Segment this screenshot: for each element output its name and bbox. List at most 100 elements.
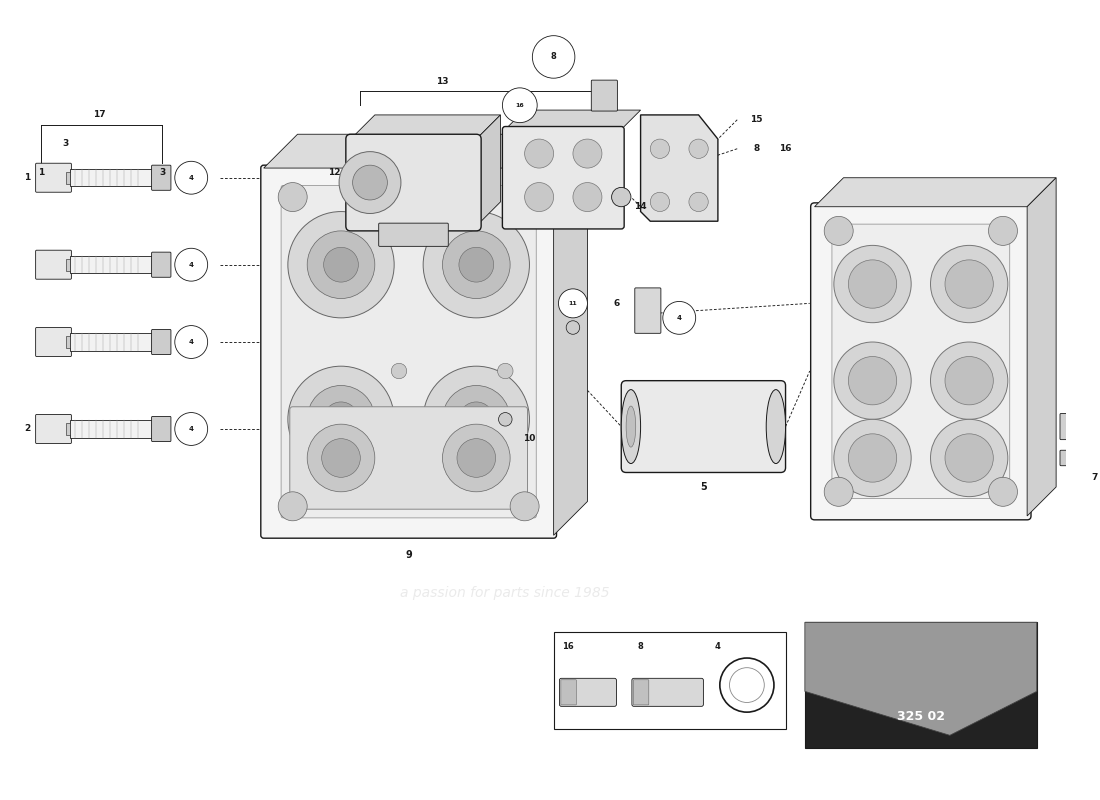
Text: 8: 8 <box>638 642 644 651</box>
Circle shape <box>945 357 993 405</box>
Text: 1: 1 <box>39 169 45 178</box>
Circle shape <box>663 302 695 334</box>
Circle shape <box>945 260 993 308</box>
Circle shape <box>834 342 911 419</box>
Circle shape <box>689 192 708 211</box>
FancyBboxPatch shape <box>289 406 528 510</box>
Text: 13: 13 <box>437 77 449 86</box>
FancyBboxPatch shape <box>35 327 72 357</box>
Bar <box>70 420 153 438</box>
Circle shape <box>525 139 553 168</box>
Circle shape <box>323 402 359 437</box>
Circle shape <box>834 419 911 497</box>
Circle shape <box>824 216 854 246</box>
Circle shape <box>339 152 400 214</box>
Text: 14: 14 <box>635 202 647 211</box>
Circle shape <box>321 438 361 478</box>
Bar <box>805 622 1037 748</box>
Circle shape <box>689 139 708 158</box>
Text: 4: 4 <box>715 642 720 651</box>
Polygon shape <box>640 115 718 222</box>
Circle shape <box>175 326 208 358</box>
Circle shape <box>307 424 375 492</box>
FancyBboxPatch shape <box>811 203 1031 520</box>
Circle shape <box>931 419 1008 497</box>
FancyBboxPatch shape <box>152 252 170 278</box>
Text: 1: 1 <box>24 174 30 182</box>
Circle shape <box>307 231 375 298</box>
Text: 2: 2 <box>24 425 30 434</box>
FancyBboxPatch shape <box>152 165 170 190</box>
Ellipse shape <box>626 406 636 447</box>
Circle shape <box>175 248 208 281</box>
Text: 17: 17 <box>94 110 106 119</box>
Polygon shape <box>553 134 587 535</box>
Text: 16: 16 <box>516 102 525 108</box>
FancyBboxPatch shape <box>261 165 557 538</box>
Bar <box>66 423 70 434</box>
Text: 3: 3 <box>63 139 68 149</box>
Polygon shape <box>814 178 1056 206</box>
FancyBboxPatch shape <box>35 250 72 279</box>
Text: 4: 4 <box>189 174 194 181</box>
FancyBboxPatch shape <box>635 288 661 334</box>
Bar <box>70 169 153 186</box>
Bar <box>66 259 70 270</box>
Circle shape <box>834 246 911 322</box>
FancyBboxPatch shape <box>1060 450 1086 466</box>
Circle shape <box>278 182 307 211</box>
Polygon shape <box>476 115 501 226</box>
Bar <box>66 336 70 348</box>
Text: 8: 8 <box>754 144 760 154</box>
Circle shape <box>573 139 602 168</box>
Circle shape <box>278 492 307 521</box>
Circle shape <box>612 187 631 206</box>
Text: 16: 16 <box>779 144 792 154</box>
Circle shape <box>945 434 993 482</box>
Circle shape <box>510 492 539 521</box>
Circle shape <box>497 363 513 378</box>
Text: 4: 4 <box>189 339 194 345</box>
Text: 11: 11 <box>569 301 578 306</box>
Circle shape <box>442 424 510 492</box>
Circle shape <box>442 386 510 453</box>
Ellipse shape <box>767 390 785 463</box>
Circle shape <box>323 247 359 282</box>
Bar <box>70 334 153 350</box>
FancyBboxPatch shape <box>152 417 170 442</box>
Circle shape <box>573 182 602 211</box>
Circle shape <box>566 321 580 334</box>
Text: a passion for parts since 1985: a passion for parts since 1985 <box>400 586 610 600</box>
FancyBboxPatch shape <box>561 680 576 705</box>
Text: 8: 8 <box>551 53 557 62</box>
Ellipse shape <box>621 390 640 463</box>
FancyBboxPatch shape <box>35 414 72 443</box>
Circle shape <box>498 413 513 426</box>
Text: 3: 3 <box>160 169 165 178</box>
Circle shape <box>442 231 510 298</box>
Circle shape <box>931 342 1008 419</box>
Circle shape <box>650 192 670 211</box>
FancyBboxPatch shape <box>345 134 481 231</box>
Text: 16: 16 <box>562 642 574 651</box>
Polygon shape <box>1027 178 1056 516</box>
Polygon shape <box>805 622 1037 735</box>
FancyBboxPatch shape <box>503 126 624 229</box>
FancyBboxPatch shape <box>634 680 649 705</box>
Text: 4: 4 <box>189 262 194 268</box>
Circle shape <box>459 402 494 437</box>
Circle shape <box>848 260 896 308</box>
Circle shape <box>824 478 854 506</box>
FancyBboxPatch shape <box>592 80 617 111</box>
Circle shape <box>532 36 575 78</box>
Circle shape <box>424 366 529 473</box>
Polygon shape <box>264 134 587 168</box>
Circle shape <box>288 211 394 318</box>
Circle shape <box>456 438 496 478</box>
Text: 7: 7 <box>1091 473 1098 482</box>
Circle shape <box>503 88 537 122</box>
Text: 4: 4 <box>189 426 194 432</box>
FancyBboxPatch shape <box>35 163 72 192</box>
Circle shape <box>525 182 553 211</box>
FancyBboxPatch shape <box>631 678 703 706</box>
